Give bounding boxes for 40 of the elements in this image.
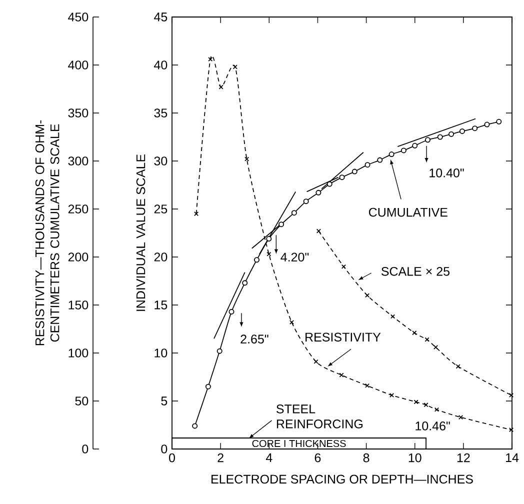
y-tick-label: 5 bbox=[161, 396, 168, 406]
y-tick-label: 15 bbox=[154, 300, 168, 310]
y2-tick-label: 250 bbox=[68, 204, 88, 214]
y2-tick-label: 0 bbox=[82, 444, 88, 454]
annotation: 2.65" bbox=[240, 334, 268, 344]
y-tick-label: 40 bbox=[154, 60, 168, 70]
y-tick-label: 20 bbox=[154, 252, 168, 262]
text: CUMULATIVE bbox=[368, 208, 448, 217]
y2-tick-label: 200 bbox=[68, 252, 88, 262]
y2-tick-label: 100 bbox=[68, 348, 88, 358]
y2-tick-label: 350 bbox=[68, 108, 88, 118]
x-tick-label: 0 bbox=[169, 453, 175, 462]
x-axis-title: ELECTRODE SPACING OR DEPTH—INCHES bbox=[212, 474, 473, 484]
y-tick-label: 35 bbox=[154, 108, 168, 118]
x-tick-label: 14 bbox=[506, 453, 519, 462]
x-tick-label: 4 bbox=[266, 453, 272, 462]
x-tick-label: 8 bbox=[363, 453, 370, 462]
y2-tick-label: 150 bbox=[68, 300, 88, 310]
annotation: 4.20" bbox=[280, 252, 309, 262]
annotation: 10.40" bbox=[430, 168, 464, 178]
x-tick-label: 2 bbox=[218, 453, 224, 462]
x-tick-label: 6 bbox=[314, 453, 321, 462]
annotation: STEEL REINFORCING bbox=[276, 404, 362, 428]
series-label: RESISTIVITY bbox=[306, 332, 381, 342]
y2-tick-label: 50 bbox=[75, 396, 88, 406]
y2-axis-title: RESISTIVITY—THOUSANDS OF OHM-CENTIMETERS CUMULATIVE SCALE bbox=[35, 120, 60, 346]
y-tick-label: 0 bbox=[161, 444, 168, 454]
x-tick-label: 12 bbox=[457, 453, 470, 462]
annotation: CORE I THICKNESS bbox=[252, 440, 346, 448]
y2-tick-label: 400 bbox=[68, 60, 88, 70]
y2-tick-label: 300 bbox=[68, 156, 88, 166]
y-tick-label: 10 bbox=[154, 348, 168, 358]
legend-label: SCALE × 25 bbox=[381, 266, 450, 276]
annotation: 10.46" bbox=[416, 422, 450, 430]
y-tick-label: 30 bbox=[154, 156, 168, 166]
y-tick-label: 45 bbox=[154, 12, 168, 22]
x-tick-label: 10 bbox=[408, 453, 422, 462]
y2-tick-label: 450 bbox=[68, 12, 88, 22]
y-tick-label: 25 bbox=[154, 204, 168, 214]
y-axis-title: INDIVIDUAL VALUE SCALE bbox=[136, 154, 146, 311]
